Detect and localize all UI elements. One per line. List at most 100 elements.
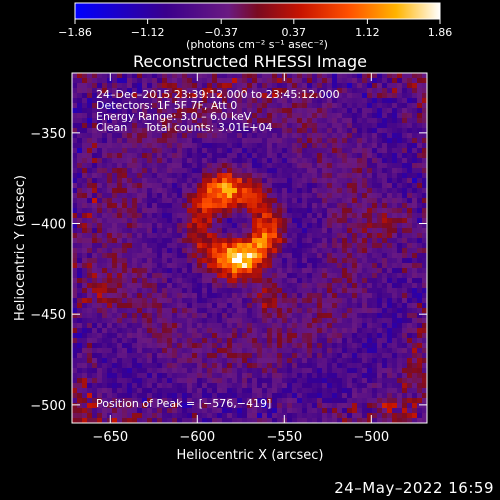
- heatmap-cell: [152, 83, 157, 88]
- heatmap-cell: [227, 268, 232, 273]
- heatmap-cell: [227, 78, 232, 83]
- heatmap-cell: [272, 153, 277, 158]
- heatmap-cell: [397, 203, 402, 208]
- heatmap-cell: [202, 333, 207, 338]
- heatmap-cell: [97, 333, 102, 338]
- heatmap-cell: [177, 358, 182, 363]
- heatmap-cell: [97, 413, 102, 418]
- heatmap-cell: [337, 353, 342, 358]
- heatmap-cell: [377, 333, 382, 338]
- heatmap-cell: [227, 138, 232, 143]
- heatmap-cell: [72, 258, 77, 263]
- heatmap-cell: [277, 388, 282, 393]
- heatmap-cell: [197, 163, 202, 168]
- heatmap-cell: [352, 373, 357, 378]
- heatmap-cell: [327, 178, 332, 183]
- heatmap-cell: [297, 288, 302, 293]
- heatmap-cell: [382, 103, 387, 108]
- heatmap-cell: [182, 158, 187, 163]
- heatmap-cell: [287, 328, 292, 333]
- heatmap-cell: [147, 228, 152, 233]
- heatmap-cell: [397, 208, 402, 213]
- heatmap-cell: [262, 323, 267, 328]
- heatmap-cell: [377, 343, 382, 348]
- heatmap-cell: [157, 418, 162, 423]
- heatmap-cell: [167, 98, 172, 103]
- heatmap-cell: [302, 103, 307, 108]
- heatmap-cell: [332, 158, 337, 163]
- heatmap-cell: [72, 388, 77, 393]
- heatmap-cell: [397, 393, 402, 398]
- heatmap-cell: [277, 108, 282, 113]
- heatmap-cell: [417, 228, 422, 233]
- heatmap-cell: [367, 298, 372, 303]
- heatmap-cell: [322, 128, 327, 133]
- heatmap-cell: [242, 363, 247, 368]
- heatmap-cell: [292, 288, 297, 293]
- heatmap-cell: [72, 273, 77, 278]
- heatmap-cell: [102, 118, 107, 123]
- heatmap-cell: [322, 293, 327, 298]
- heatmap-cell: [267, 373, 272, 378]
- heatmap-cell: [287, 228, 292, 233]
- heatmap-cell: [332, 273, 337, 278]
- heatmap-cell: [212, 408, 217, 413]
- heatmap-cell: [92, 243, 97, 248]
- heatmap-cell: [207, 278, 212, 283]
- heatmap-cell: [412, 323, 417, 328]
- heatmap-cell: [202, 283, 207, 288]
- heatmap-cell: [212, 88, 217, 93]
- heatmap-cell: [222, 208, 227, 213]
- heatmap-cell: [262, 98, 267, 103]
- heatmap-cell: [177, 393, 182, 398]
- heatmap-cell: [417, 118, 422, 123]
- heatmap-cell: [157, 358, 162, 363]
- heatmap-cell: [162, 208, 167, 213]
- heatmap-cell: [217, 123, 222, 128]
- heatmap-cell: [287, 93, 292, 98]
- heatmap-cell: [332, 163, 337, 168]
- heatmap-cell: [407, 103, 412, 108]
- heatmap-cell: [232, 173, 237, 178]
- heatmap-cell: [162, 298, 167, 303]
- heatmap-cell: [232, 188, 237, 193]
- heatmap-cell: [102, 133, 107, 138]
- heatmap-cell: [417, 268, 422, 273]
- heatmap-cell: [192, 303, 197, 308]
- heatmap-cell: [87, 398, 92, 403]
- heatmap-cell: [137, 343, 142, 348]
- heatmap-cell: [187, 253, 192, 258]
- heatmap-cell: [147, 88, 152, 93]
- heatmap-cell: [227, 378, 232, 383]
- heatmap-cell: [72, 278, 77, 283]
- heatmap-cell: [397, 293, 402, 298]
- heatmap-cell: [242, 358, 247, 363]
- heatmap-cell: [402, 318, 407, 323]
- heatmap-cell: [237, 293, 242, 298]
- heatmap-cell: [387, 288, 392, 293]
- heatmap-cell: [292, 333, 297, 338]
- heatmap-cell: [287, 133, 292, 138]
- heatmap-cell: [312, 288, 317, 293]
- heatmap-cell: [312, 148, 317, 153]
- heatmap-cell: [137, 98, 142, 103]
- heatmap-cell: [172, 418, 177, 423]
- heatmap-cell: [362, 183, 367, 188]
- heatmap-cell: [132, 328, 137, 333]
- heatmap-cell: [307, 403, 312, 408]
- heatmap-cell: [212, 118, 217, 123]
- heatmap-cell: [282, 223, 287, 228]
- heatmap-cell: [317, 413, 322, 418]
- heatmap-cell: [302, 383, 307, 388]
- heatmap-cell: [277, 148, 282, 153]
- heatmap-cell: [382, 73, 387, 78]
- heatmap-cell: [177, 153, 182, 158]
- heatmap-cell: [132, 363, 137, 368]
- heatmap-cell: [112, 283, 117, 288]
- heatmap-cell: [202, 168, 207, 173]
- heatmap-cell: [147, 308, 152, 313]
- heatmap-cell: [97, 143, 102, 148]
- heatmap-cell: [357, 168, 362, 173]
- heatmap-cell: [327, 338, 332, 343]
- heatmap-cell: [347, 113, 352, 118]
